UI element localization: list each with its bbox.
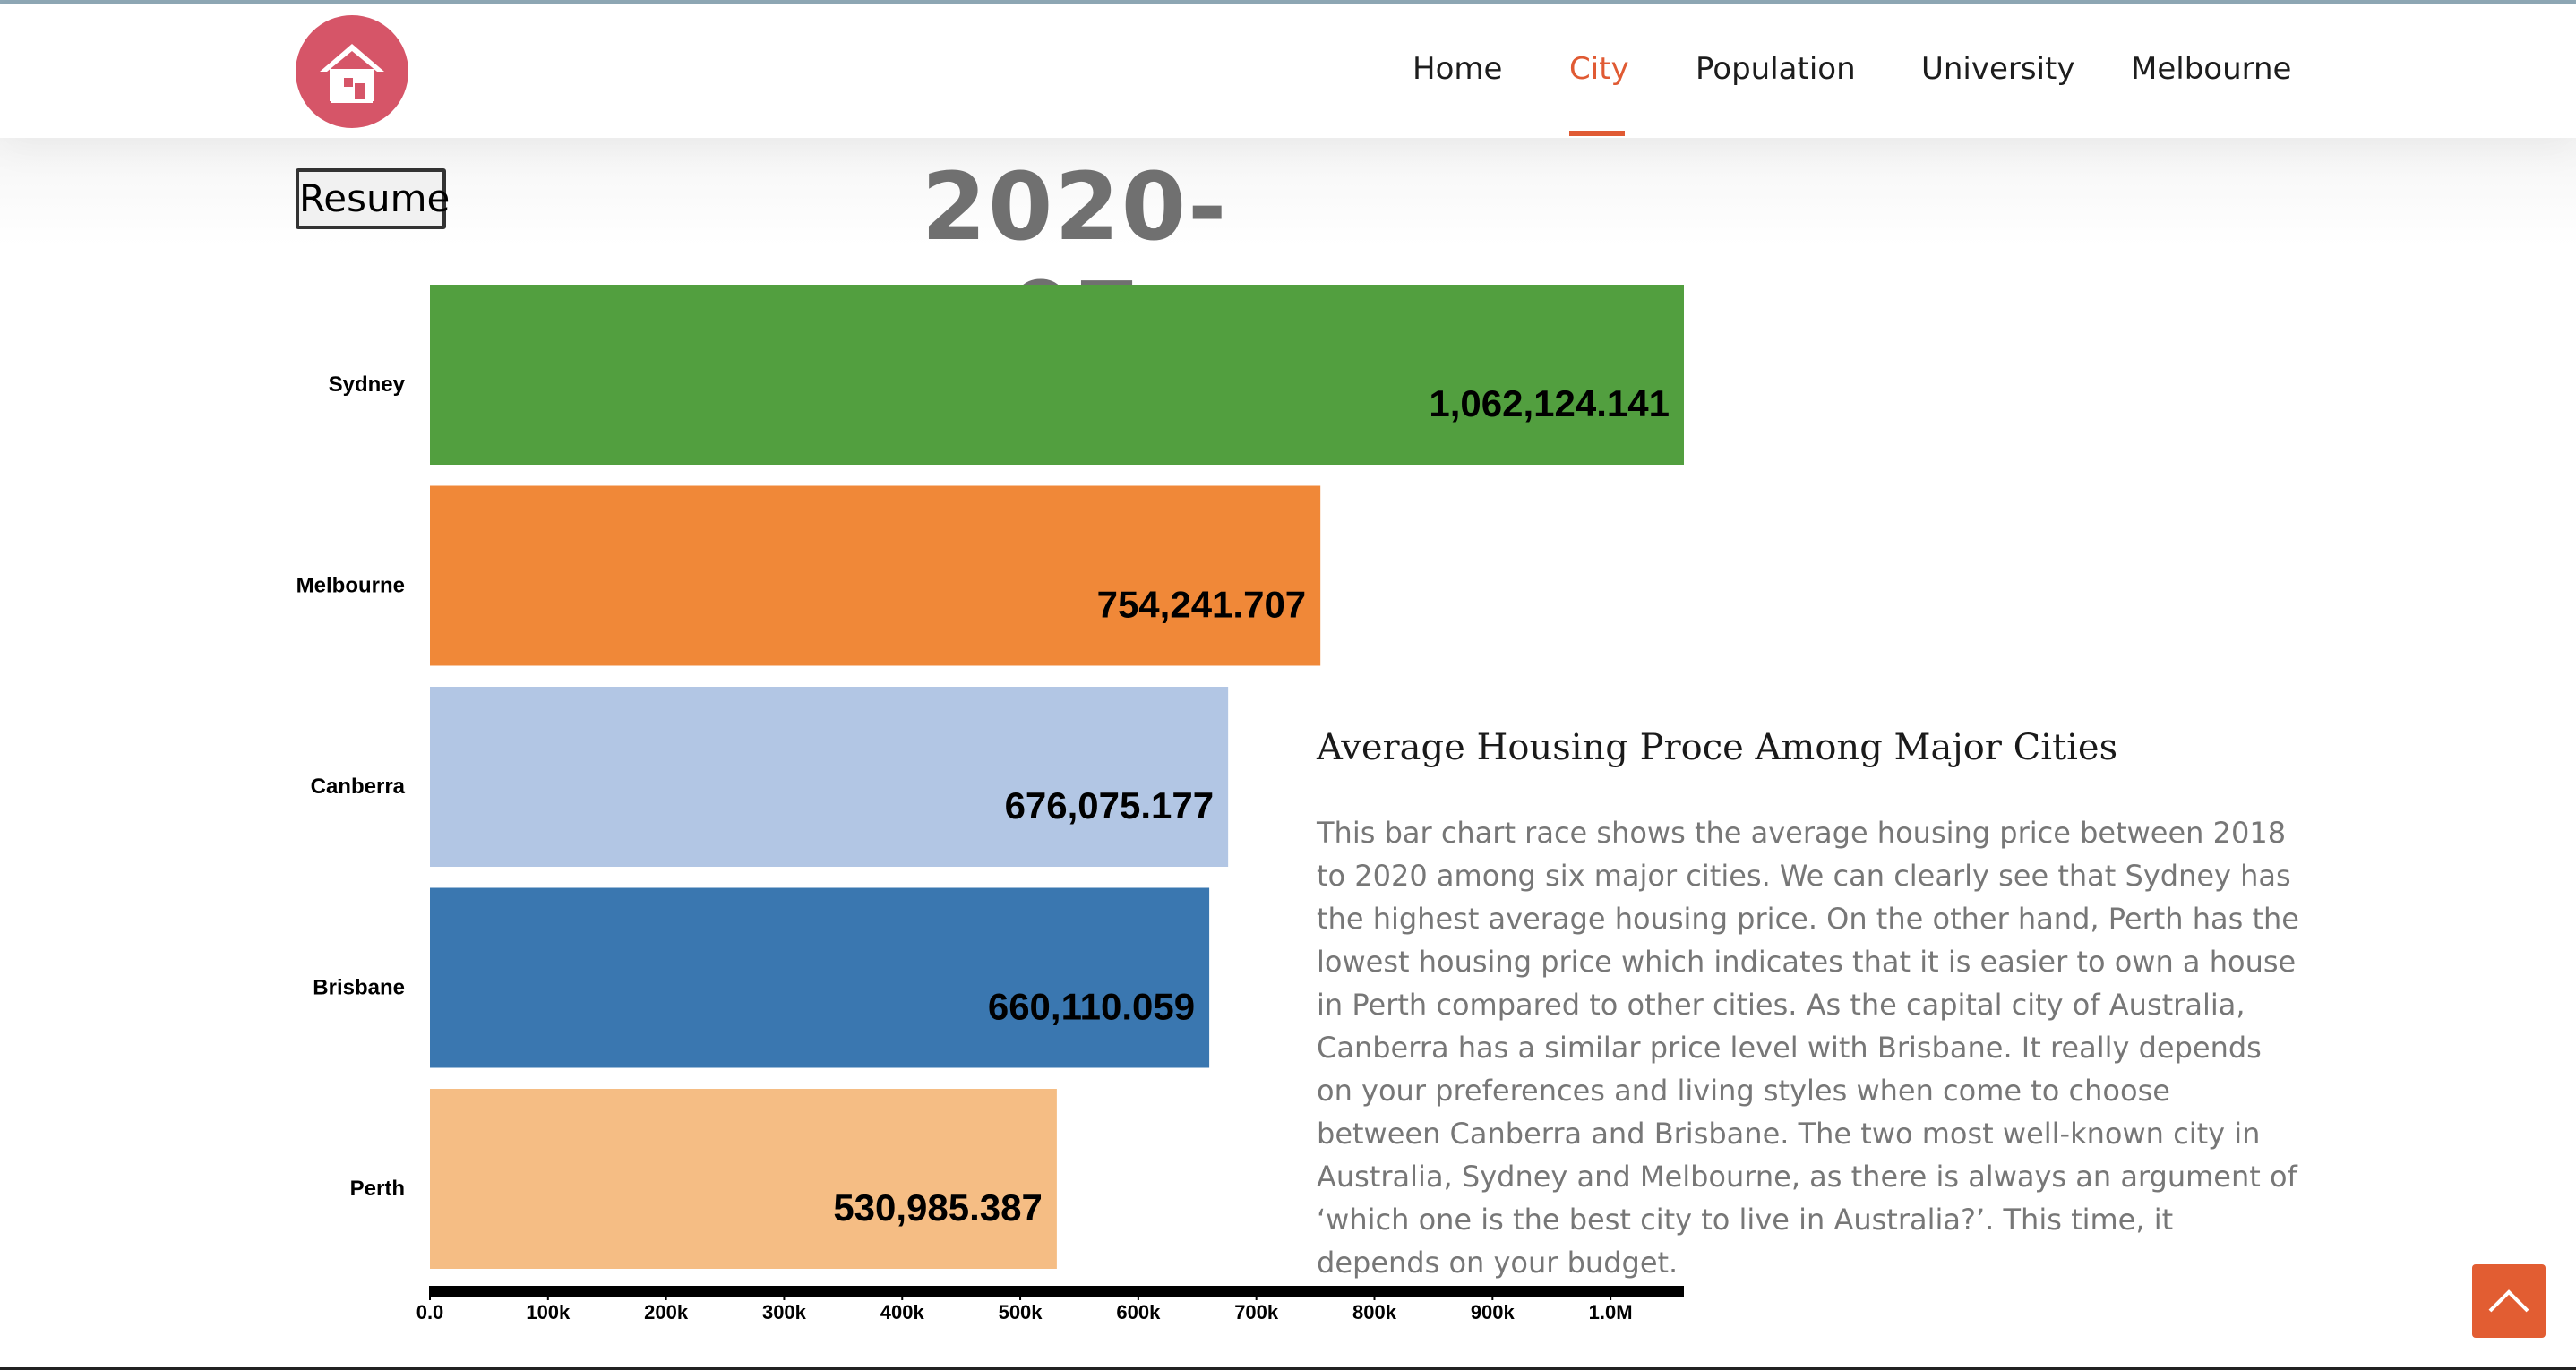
value-label-canberra: 676,075.177 [1005,784,1215,826]
category-label-melbourne: Melbourne [296,574,405,598]
category-label-perth: Perth [350,1177,405,1201]
description-panel: Average Housing Proce Among Major Cities… [1317,727,2302,1284]
window-bottom-border [0,1367,2576,1370]
x-tick-label: 300k [762,1301,807,1323]
nav-active-underline [1569,131,1625,136]
nav-item-university[interactable]: University [1921,51,2075,87]
bar-brisbane [430,887,1210,1068]
logo[interactable] [296,15,408,128]
scroll-to-top-button[interactable] [2472,1264,2546,1338]
value-label-melbourne: 754,241.707 [1097,584,1307,626]
value-label-sydney: 1,062,124.141 [1429,382,1670,424]
x-tick-label: 500k [999,1301,1043,1323]
nav-item-city[interactable]: City [1569,51,1629,87]
bar-canberra [430,687,1229,867]
resume-button[interactable]: Resume [296,168,450,229]
value-label-perth: 530,985.387 [833,1186,1043,1229]
navbar: Home City Population University Melbourn… [0,4,2576,138]
x-tick-label: 200k [644,1301,689,1323]
bar-sydney [430,285,1684,465]
x-tick-label: 0.0 [416,1301,444,1323]
window-top-border [0,0,2576,4]
chevron-up-icon [2488,1289,2529,1313]
description-title: Average Housing Proce Among Major Cities [1317,727,2118,768]
value-label-brisbane: 660,110.059 [988,986,1195,1028]
x-tick-label: 400k [880,1301,925,1323]
x-tick-label: 1.0M [1589,1301,1633,1323]
category-label-sydney: Sydney [329,372,406,397]
nav-item-melbourne[interactable]: Melbourne [2131,51,2292,87]
nav-item-population[interactable]: Population [1696,51,1856,87]
nav-item-home[interactable]: Home [1413,51,1503,87]
x-tick-label: 800k [1352,1301,1397,1323]
x-tick-label: 900k [1471,1301,1516,1323]
x-tick-label: 700k [1234,1301,1279,1323]
house-icon [320,44,384,103]
x-tick-label: 100k [526,1301,571,1323]
x-tick-label: 600k [1116,1301,1161,1323]
category-label-canberra: Canberra [311,775,406,799]
description-body: This bar chart race shows the average ho… [1317,816,2299,1280]
bar-melbourne [430,485,1321,666]
x-axis-line [430,1286,1684,1297]
bar-perth [430,1089,1057,1269]
category-label-brisbane: Brisbane [313,976,405,1000]
